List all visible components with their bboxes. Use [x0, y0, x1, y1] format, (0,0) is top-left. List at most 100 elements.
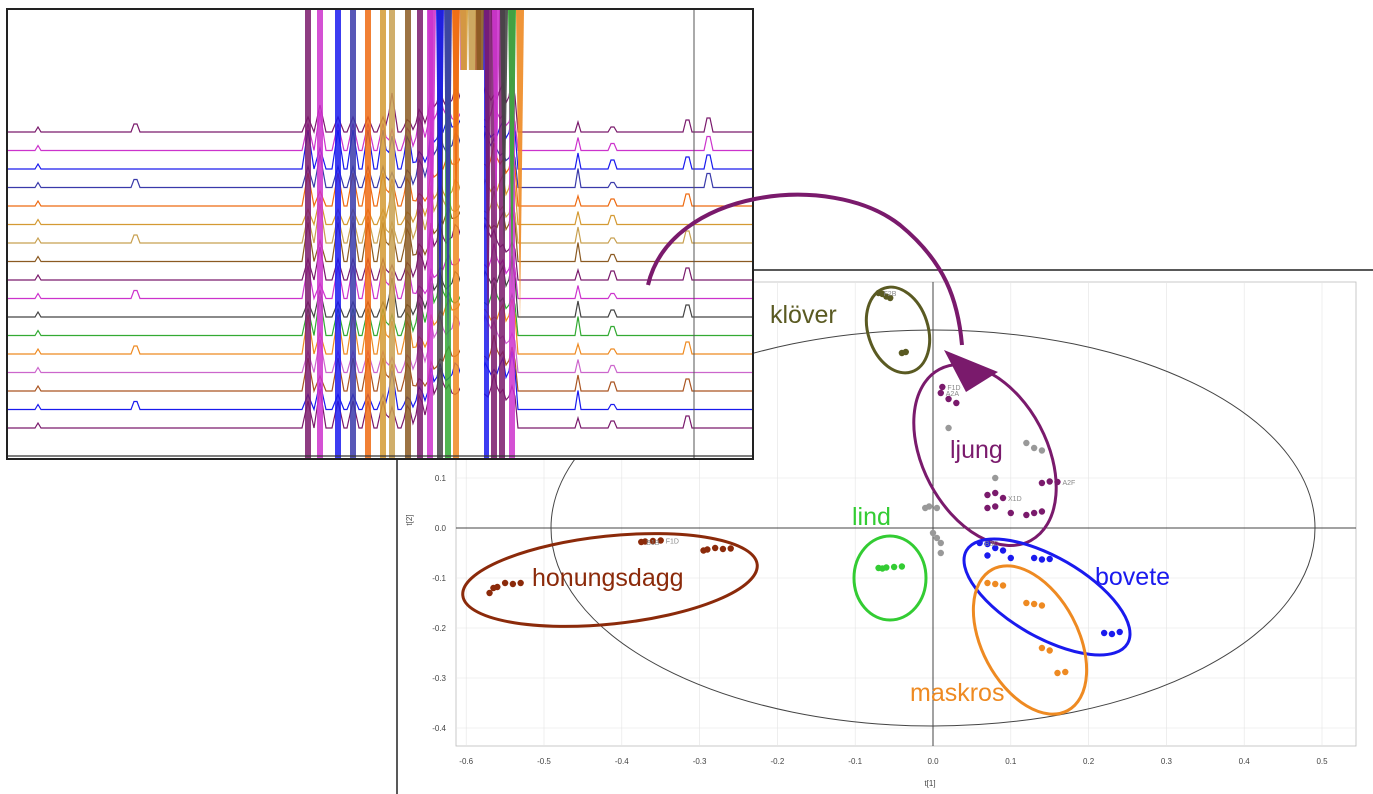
group-ellipse-honungsdagg: [461, 532, 759, 628]
stacked-spectra: [8, 10, 752, 458]
data-point: [933, 534, 941, 542]
data-point: [984, 552, 991, 559]
data-point: [992, 503, 999, 510]
saturated-peak: [405, 10, 411, 458]
saturated-peak: [516, 10, 524, 322]
saturated-peak: [365, 10, 371, 458]
point-label: B3C: [985, 541, 999, 548]
water-suppression-gap: [460, 70, 484, 458]
data-point: [1023, 439, 1030, 447]
data-point: [984, 491, 991, 499]
saturated-peak: [500, 10, 508, 258]
data-point: [1038, 447, 1046, 454]
group-ellipse-klover: [864, 285, 932, 375]
saturated-peak: [483, 10, 489, 458]
y-tick-label: -0.4: [432, 724, 446, 733]
data-point: [1038, 508, 1046, 515]
x-tick-label: 0.3: [1161, 757, 1173, 766]
data-point: [711, 544, 719, 552]
x-tick-label: -0.4: [615, 757, 629, 766]
data-point: [925, 503, 933, 510]
data-point: [1023, 599, 1030, 607]
saturated-peak: [436, 10, 444, 322]
data-point: [494, 583, 501, 591]
group-label-ljung: ljung: [950, 436, 1003, 464]
data-point: [1046, 478, 1053, 485]
point-label: X1D: [1008, 496, 1022, 503]
group-ellipse-maskros: [971, 564, 1089, 716]
saturated-peak: [350, 10, 356, 458]
point-label: F1D: [666, 539, 679, 546]
data-point: [999, 494, 1007, 502]
point-label: A2A: [946, 391, 960, 398]
data-point: [984, 540, 991, 548]
group-ellipse-lind: [852, 534, 928, 622]
data-point: [657, 537, 664, 544]
x-tick-labels: -0.6 -0.5 -0.4 -0.3 -0.2 -0.1 0.0 0.1 0.2 0.3 0.4 0…: [459, 757, 1328, 766]
group-label-honungsdagg: honungsdagg: [532, 564, 684, 592]
saturated-peak: [317, 10, 323, 458]
data-point: [649, 537, 657, 545]
data-point: [937, 549, 944, 557]
saturated-peak: [444, 10, 452, 354]
data-point: [517, 579, 524, 587]
data-point: [1030, 509, 1038, 517]
data-point: [1023, 511, 1030, 519]
data-point: [727, 545, 734, 552]
y-axis-label: t[2]: [405, 514, 414, 525]
data-point: [1100, 629, 1108, 637]
y-tick-label: -0.3: [432, 674, 446, 683]
point-label: F2B: [884, 291, 897, 298]
data-point: [992, 544, 999, 552]
point-label: B1B: [646, 540, 660, 547]
data-point: [929, 529, 937, 537]
data-point: [992, 489, 999, 497]
x-tick-label: 0.1: [1005, 757, 1017, 766]
saturated-peak: [417, 10, 423, 458]
saturated-peak: [305, 10, 311, 458]
saturated-peak: [380, 10, 386, 458]
data-point: [890, 563, 898, 571]
data-point: [1038, 556, 1046, 563]
saturated-peak: [389, 10, 395, 458]
saturated-peak: [452, 10, 460, 226]
data-point: [898, 563, 906, 570]
saturated-peak: [508, 10, 516, 290]
y-tick-label: -0.2: [432, 624, 446, 633]
data-point: [945, 424, 952, 432]
data-point: [704, 546, 711, 553]
data-point: [1054, 669, 1061, 677]
data-point: [486, 589, 493, 597]
data-point: [984, 579, 991, 587]
data-point: [953, 399, 960, 407]
data-point: [641, 538, 649, 545]
data-point: [1062, 668, 1069, 676]
y-tick-label: 0.1: [435, 474, 447, 483]
data-point: [1007, 509, 1014, 517]
data-point: [1054, 478, 1061, 486]
saturated-peak: [335, 10, 341, 458]
data-point: [509, 580, 517, 588]
data-point: [1007, 554, 1014, 562]
group-label-klover: klöver: [770, 301, 837, 329]
x-axis-label: t[1]: [924, 779, 935, 788]
saturated-peak: [499, 10, 505, 458]
group-ellipse-bovete: [962, 537, 1132, 657]
x-tick-label: -0.2: [771, 757, 785, 766]
point-label: A2F: [1062, 480, 1075, 487]
group-ellipse-ljung: [912, 363, 1058, 547]
x-tick-label: -0.6: [459, 757, 473, 766]
data-point: [992, 474, 999, 482]
data-point: [501, 579, 509, 587]
data-point: [939, 383, 946, 391]
data-point: [883, 564, 890, 571]
data-point: [1108, 630, 1116, 638]
x-tick-label: -0.3: [693, 757, 707, 766]
data-point: [1038, 479, 1046, 487]
x-tick-label: -0.5: [537, 757, 551, 766]
x-tick-label: 0.5: [1316, 757, 1328, 766]
saturated-peak: [484, 10, 492, 354]
x-tick-label: 0.0: [927, 757, 939, 766]
saturated-peak: [428, 10, 436, 290]
data-point: [1030, 554, 1038, 562]
